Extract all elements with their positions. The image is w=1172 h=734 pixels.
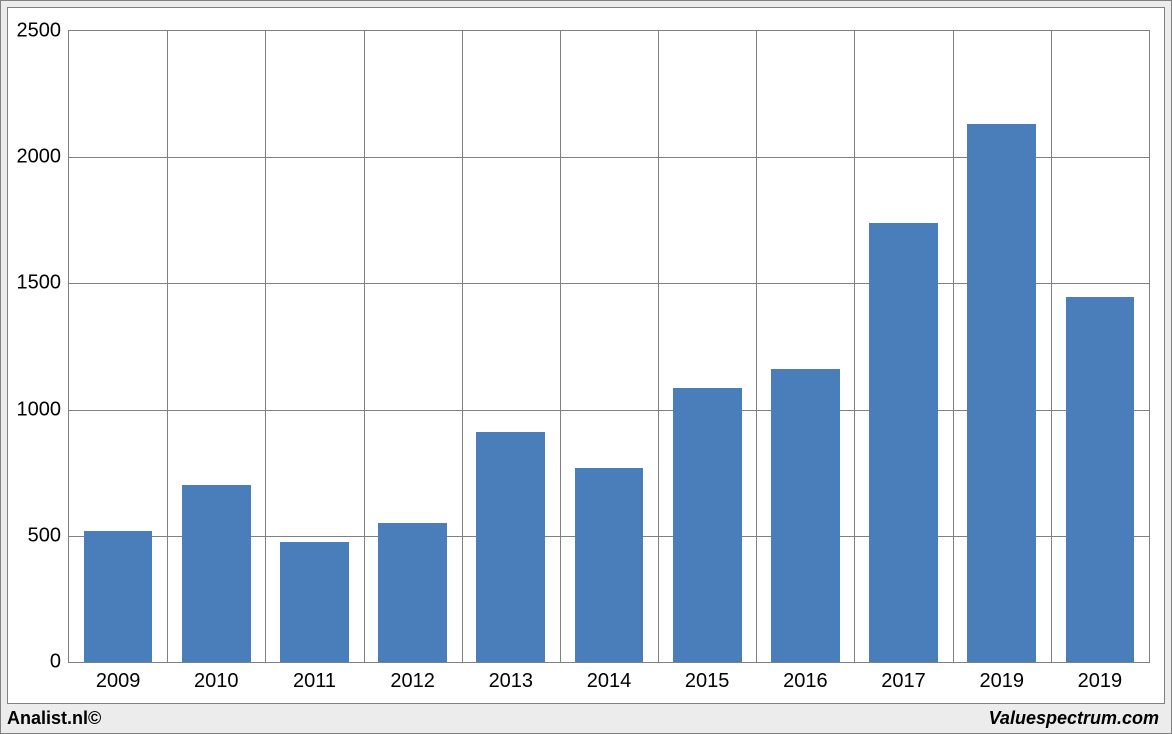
gridline-v <box>265 31 266 662</box>
plot-area: 0500100015002000250020092010201120122013… <box>68 30 1150 663</box>
gridline-v <box>364 31 365 662</box>
y-axis-label: 2500 <box>17 20 70 43</box>
bar <box>378 523 447 662</box>
gridline-v <box>854 31 855 662</box>
x-axis-label: 2010 <box>194 662 239 693</box>
x-axis-label: 2016 <box>783 662 828 693</box>
gridline-v <box>658 31 659 662</box>
bar <box>673 388 742 662</box>
x-axis-label: 2011 <box>293 662 336 693</box>
y-axis-label: 2000 <box>17 146 70 169</box>
x-axis-label: 2012 <box>390 662 435 693</box>
bar <box>1066 297 1135 662</box>
y-axis-label: 0 <box>50 651 69 674</box>
gridline-v <box>756 31 757 662</box>
gridline-v <box>167 31 168 662</box>
bar <box>869 223 938 662</box>
bar <box>280 542 349 662</box>
bar <box>476 432 545 662</box>
x-axis-label: 2019 <box>979 662 1024 693</box>
chart-canvas: 0 500 1000 1500 2000 2500 2009 2010 2011 2012 2013… <box>7 7 1165 704</box>
bar <box>575 468 644 662</box>
gridline-v <box>953 31 954 662</box>
credit-right: Valuespectrum.com <box>989 708 1159 729</box>
x-axis-label: 2017 <box>881 662 926 693</box>
gridline-v <box>462 31 463 662</box>
chart-container: 0 500 1000 1500 2000 2500 2009 2010 2011 2012 2013… <box>0 0 1172 734</box>
x-axis-label: 2009 <box>96 662 141 693</box>
gridline-v <box>1051 31 1052 662</box>
bar <box>771 369 840 662</box>
gridline-v <box>560 31 561 662</box>
y-axis-label: 1000 <box>17 398 70 421</box>
y-axis-label: 1500 <box>17 272 70 295</box>
credit-left: Analist.nl© <box>7 708 101 729</box>
bar <box>967 124 1036 662</box>
bar <box>182 485 251 662</box>
x-axis-label: 2014 <box>587 662 632 693</box>
bar <box>84 531 153 662</box>
x-axis-label: 2019 <box>1078 662 1123 693</box>
x-axis-label: 2013 <box>489 662 534 693</box>
x-axis-label: 2015 <box>685 662 730 693</box>
y-axis-label: 500 <box>28 524 69 547</box>
